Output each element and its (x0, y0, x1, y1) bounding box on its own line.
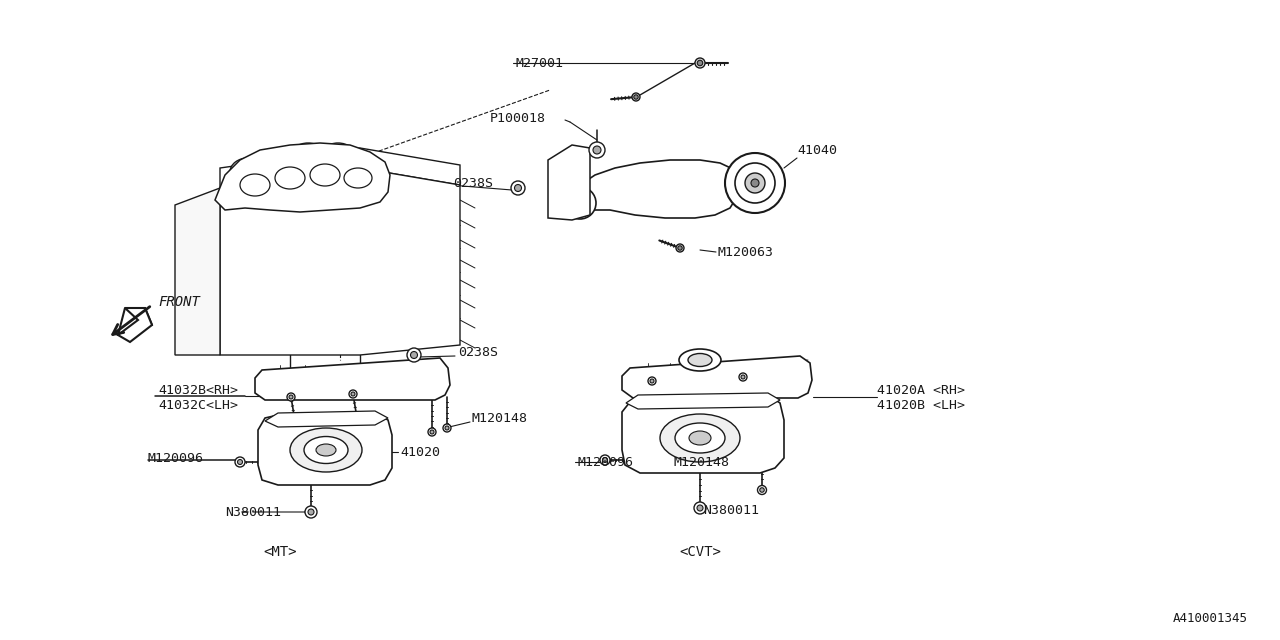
Circle shape (576, 199, 584, 207)
Circle shape (289, 395, 293, 399)
Ellipse shape (291, 428, 362, 472)
Ellipse shape (660, 414, 740, 462)
Text: 0238S: 0238S (458, 346, 498, 358)
Polygon shape (622, 356, 812, 398)
Circle shape (443, 424, 451, 432)
Polygon shape (259, 413, 392, 485)
Ellipse shape (310, 164, 340, 186)
Circle shape (589, 142, 605, 158)
Polygon shape (175, 188, 220, 355)
Text: 41020B <LH>: 41020B <LH> (877, 399, 965, 412)
Circle shape (430, 430, 434, 434)
Circle shape (695, 58, 705, 68)
Circle shape (593, 146, 602, 154)
Circle shape (411, 351, 417, 358)
Text: M120148: M120148 (472, 412, 529, 424)
Polygon shape (118, 308, 152, 342)
Circle shape (238, 460, 242, 465)
Ellipse shape (230, 158, 266, 186)
Ellipse shape (675, 423, 724, 453)
Ellipse shape (320, 143, 356, 171)
Circle shape (735, 163, 774, 203)
Circle shape (741, 375, 745, 379)
Text: 0238S: 0238S (453, 177, 493, 189)
Circle shape (511, 181, 525, 195)
Circle shape (751, 179, 759, 187)
Circle shape (305, 506, 317, 518)
Ellipse shape (241, 174, 270, 196)
Circle shape (308, 509, 314, 515)
Ellipse shape (275, 167, 305, 189)
Ellipse shape (689, 431, 710, 445)
Circle shape (678, 246, 682, 250)
Circle shape (349, 390, 357, 398)
Text: <CVT>: <CVT> (680, 545, 721, 559)
Text: <MT>: <MT> (264, 545, 297, 559)
Circle shape (351, 392, 355, 396)
Circle shape (724, 153, 785, 213)
Text: M120096: M120096 (577, 456, 634, 468)
Circle shape (698, 60, 703, 66)
Text: A410001345: A410001345 (1172, 612, 1248, 625)
Circle shape (600, 455, 611, 465)
Circle shape (564, 187, 596, 219)
Circle shape (634, 95, 639, 99)
Text: 41020A <RH>: 41020A <RH> (877, 383, 965, 397)
Ellipse shape (268, 161, 289, 179)
Ellipse shape (316, 444, 335, 456)
Text: M120096: M120096 (148, 451, 204, 465)
Circle shape (698, 505, 703, 511)
Circle shape (648, 377, 657, 385)
Text: M120148: M120148 (673, 456, 730, 468)
Polygon shape (548, 145, 590, 220)
Circle shape (758, 486, 767, 495)
Circle shape (745, 173, 765, 193)
Circle shape (694, 502, 707, 514)
Polygon shape (622, 395, 783, 473)
Text: FRONT: FRONT (157, 295, 200, 309)
Text: N380011: N380011 (225, 506, 282, 518)
Text: N380011: N380011 (703, 504, 759, 516)
Polygon shape (572, 160, 740, 218)
Polygon shape (265, 411, 388, 427)
Text: P100018: P100018 (490, 111, 547, 125)
Circle shape (650, 379, 654, 383)
Ellipse shape (689, 353, 712, 367)
Text: 41020: 41020 (399, 445, 440, 458)
Ellipse shape (291, 143, 326, 171)
Circle shape (445, 426, 449, 430)
Ellipse shape (305, 436, 348, 463)
Circle shape (428, 428, 436, 436)
Text: M27001: M27001 (515, 56, 563, 70)
Circle shape (676, 244, 684, 252)
Ellipse shape (344, 168, 372, 188)
Polygon shape (215, 143, 390, 212)
Polygon shape (626, 393, 780, 409)
Polygon shape (220, 168, 460, 355)
Text: M120063: M120063 (718, 246, 774, 259)
Circle shape (739, 373, 748, 381)
Circle shape (632, 93, 640, 101)
Circle shape (760, 488, 764, 492)
Text: 41032B<RH>: 41032B<RH> (157, 383, 238, 397)
Circle shape (571, 194, 589, 212)
Text: 41032C<LH>: 41032C<LH> (157, 399, 238, 412)
Polygon shape (220, 148, 460, 188)
Ellipse shape (678, 349, 721, 371)
Text: 41040: 41040 (797, 143, 837, 157)
Circle shape (287, 393, 294, 401)
Circle shape (603, 458, 608, 463)
Ellipse shape (237, 171, 259, 189)
Circle shape (407, 348, 421, 362)
Polygon shape (255, 358, 451, 400)
Ellipse shape (260, 148, 296, 176)
Ellipse shape (326, 156, 349, 174)
Circle shape (515, 184, 521, 191)
Circle shape (236, 457, 244, 467)
Ellipse shape (297, 156, 319, 174)
